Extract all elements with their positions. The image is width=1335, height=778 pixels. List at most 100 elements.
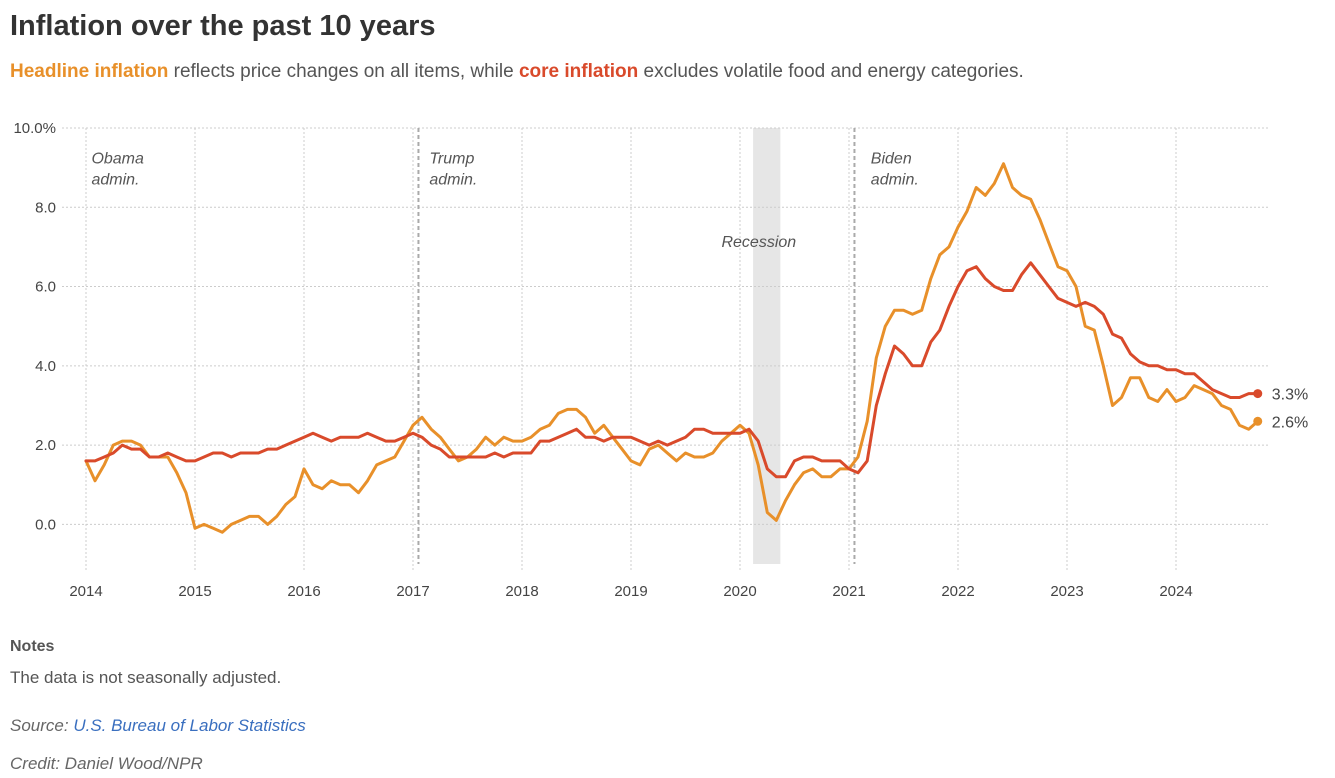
headline-data-point (1248, 428, 1250, 430)
headline-data-point (1039, 218, 1041, 220)
chart-annotation: Obama (91, 151, 144, 168)
core-data-point (793, 460, 796, 462)
core-data-point (303, 436, 305, 438)
core-data-point (439, 448, 441, 450)
headline-data-point (1030, 198, 1032, 200)
headline-data-point (793, 484, 796, 486)
headline-data-point (1157, 400, 1159, 403)
headline-data-point (1057, 266, 1059, 268)
x-tick-label: 2023 (1050, 583, 1083, 600)
headline-data-point (802, 472, 805, 474)
core-data-point (112, 452, 114, 454)
core-data-point (575, 428, 578, 430)
headline-end-marker (1253, 416, 1263, 426)
headline-data-point (267, 523, 269, 525)
core-data-point (930, 341, 932, 343)
y-tick-label: 0.0 (35, 516, 56, 533)
core-data-point (812, 456, 814, 458)
core-data-point (712, 432, 714, 434)
core-data-point (1129, 353, 1132, 355)
headline-data-point (503, 436, 505, 438)
headline-data-point (321, 488, 323, 490)
core-data-point (457, 456, 460, 458)
headline-data-point (584, 416, 587, 418)
headline-data-point (1066, 270, 1068, 272)
core-data-point (902, 353, 905, 355)
core-data-point (466, 456, 469, 458)
core-data-point (1093, 305, 1095, 307)
headline-data-point (1139, 377, 1141, 379)
core-data-point (212, 452, 214, 454)
headline-data-point (857, 456, 859, 458)
headline-data-point (1184, 396, 1186, 399)
headline-data-point (230, 523, 232, 525)
core-inflation-line (84, 261, 1260, 479)
headline-data-point (666, 452, 668, 454)
headline-data-point (394, 456, 396, 458)
source-label: Source: (10, 716, 74, 735)
headline-data-point (339, 484, 341, 486)
core-data-point (530, 452, 532, 454)
core-end-marker (1253, 389, 1263, 399)
x-tick-label: 2014 (69, 583, 102, 600)
core-data-point (103, 456, 105, 458)
core-data-point (775, 476, 777, 478)
core-data-point (1120, 337, 1123, 339)
core-data-point (430, 444, 432, 446)
core-data-point (1102, 313, 1104, 315)
headline-data-point (993, 182, 995, 185)
core-data-point (621, 436, 623, 438)
core-data-point (221, 452, 223, 454)
core-data-point (1011, 289, 1014, 292)
headline-data-point (639, 464, 641, 466)
headline-data-point (121, 440, 123, 442)
x-tick-label: 2020 (723, 583, 756, 600)
core-data-point (1020, 274, 1023, 276)
core-data-point (830, 460, 832, 462)
headline-data-point (1175, 400, 1177, 403)
headline-data-point (203, 523, 205, 525)
core-data-point (557, 436, 559, 438)
headline-data-point (621, 448, 623, 450)
headline-data-point (285, 503, 287, 506)
y-tick-label: 2.0 (35, 437, 56, 454)
headline-inflation-label: Headline inflation (10, 61, 169, 82)
core-data-point (1057, 297, 1059, 300)
core-data-point (784, 476, 787, 478)
headline-data-point (112, 444, 114, 446)
core-data-point (1066, 301, 1068, 303)
headline-data-point (348, 484, 351, 486)
core-data-point (194, 460, 196, 462)
source-link[interactable]: U.S. Bureau of Labor Statistics (73, 716, 306, 735)
core-data-point (121, 444, 123, 446)
core-data-point (448, 456, 450, 458)
core-data-point (239, 452, 242, 454)
headline-data-point (1166, 389, 1168, 391)
headline-data-point (657, 444, 659, 446)
chart-annotation: Recession (721, 234, 796, 251)
headline-end-label: 2.6% (1272, 414, 1308, 431)
core-data-point (158, 456, 160, 458)
x-tick-label: 2021 (832, 583, 865, 600)
core-data-point (1220, 392, 1223, 395)
core-data-point (203, 456, 205, 458)
core-data-point (394, 440, 396, 442)
headline-data-point (684, 452, 687, 454)
core-data-point (1166, 369, 1168, 371)
headline-data-point (575, 408, 578, 411)
headline-data-point (430, 428, 432, 430)
headline-data-point (648, 448, 650, 450)
core-data-point (1211, 389, 1213, 391)
core-data-point (766, 468, 768, 470)
chart-title: Inflation over the past 10 years (10, 10, 436, 42)
core-data-point (321, 436, 323, 438)
headline-data-point (1193, 385, 1195, 387)
core-data-point (403, 436, 405, 438)
core-data-point (85, 460, 87, 462)
core-data-point (1139, 361, 1141, 363)
headline-data-point (294, 496, 296, 498)
core-data-point (139, 448, 142, 450)
x-tick-label: 2016 (287, 583, 320, 600)
x-tick-label: 2015 (178, 583, 211, 600)
core-data-point (385, 440, 387, 442)
